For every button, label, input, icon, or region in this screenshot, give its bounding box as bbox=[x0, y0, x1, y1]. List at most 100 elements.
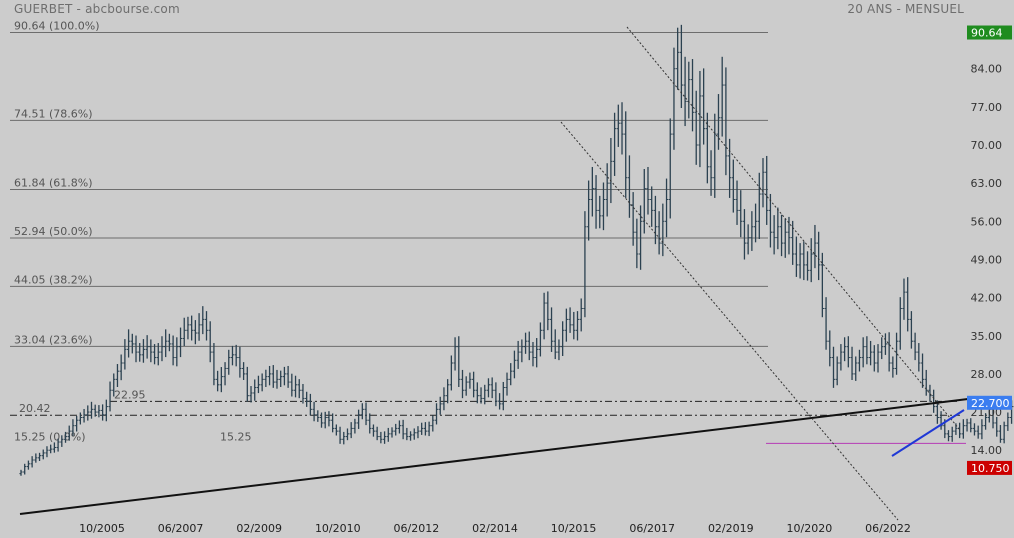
price-bar bbox=[368, 413, 372, 434]
price-bar bbox=[375, 426, 379, 441]
x-tick-label: 10/2015 bbox=[551, 522, 597, 535]
price-bar bbox=[331, 413, 335, 433]
price-bars bbox=[19, 24, 1014, 476]
price-bar bbox=[216, 370, 220, 392]
price-bar bbox=[705, 112, 709, 184]
price-bar bbox=[935, 400, 939, 424]
price-bar bbox=[323, 411, 327, 429]
channel-lower-line bbox=[560, 121, 899, 521]
price-bar bbox=[535, 338, 539, 368]
price-bar bbox=[642, 169, 646, 234]
price-bar bbox=[728, 138, 732, 198]
price-bar bbox=[182, 317, 186, 346]
fib-level-label: 74.51 (78.6%) bbox=[14, 107, 93, 120]
price-bar bbox=[835, 356, 839, 386]
price-bar bbox=[746, 224, 750, 255]
fib-level-label: 33.04 (23.6%) bbox=[14, 333, 93, 346]
chart-title: GUERBET - abcbourse.com bbox=[14, 2, 180, 16]
price-bar bbox=[776, 207, 780, 250]
price-bar bbox=[279, 370, 283, 388]
price-bar bbox=[779, 214, 784, 257]
price-bar bbox=[939, 411, 943, 430]
price-bar bbox=[394, 423, 398, 436]
price-bar bbox=[687, 61, 691, 119]
price-bar bbox=[702, 68, 706, 145]
price-bar bbox=[972, 423, 977, 436]
price-bar bbox=[152, 344, 157, 365]
support-low-label: 15.25 bbox=[220, 430, 252, 443]
price-bar bbox=[234, 344, 238, 367]
price-bar bbox=[475, 382, 479, 404]
x-tick-label: 06/2022 bbox=[865, 522, 911, 535]
price-bar bbox=[590, 166, 594, 217]
price-bar bbox=[523, 332, 528, 354]
price-bar bbox=[160, 336, 164, 362]
price-bar bbox=[286, 365, 290, 388]
price-bar bbox=[460, 369, 465, 399]
y-tick-label: 28.00 bbox=[971, 368, 1003, 381]
price-tag-box bbox=[967, 460, 1012, 475]
price-bar bbox=[271, 365, 275, 388]
price-bar bbox=[256, 375, 261, 394]
price-bar bbox=[624, 111, 628, 198]
price-tag-label: 10.750 bbox=[971, 462, 1010, 475]
price-bar bbox=[984, 413, 988, 430]
price-tag-label: 22.700 bbox=[971, 397, 1010, 410]
y-tick-label: 49.00 bbox=[971, 253, 1003, 266]
price-bar bbox=[156, 343, 160, 366]
fib-level-label: 61.84 (61.8%) bbox=[14, 176, 93, 189]
x-tick-label: 06/2012 bbox=[394, 522, 440, 535]
price-bar bbox=[683, 56, 687, 127]
price-bar bbox=[839, 344, 843, 371]
price-bar bbox=[253, 379, 257, 401]
x-axis: 10/2005 06/2007 02/2009 10/2010 06/2012 02/20… bbox=[79, 522, 911, 535]
price-bar bbox=[739, 190, 743, 238]
price-bar bbox=[557, 339, 561, 361]
price-bar bbox=[345, 428, 350, 441]
price-bar bbox=[768, 193, 773, 248]
price-bar bbox=[275, 369, 279, 389]
price-bar bbox=[63, 431, 68, 443]
price-bar bbox=[872, 345, 876, 372]
price-bar bbox=[364, 402, 368, 426]
price-bar bbox=[442, 387, 446, 411]
price-bar bbox=[468, 372, 472, 389]
fib-level-label: 44.05 (38.2%) bbox=[14, 273, 93, 286]
price-bar bbox=[731, 159, 735, 213]
price-bar bbox=[401, 419, 405, 440]
price-bar bbox=[750, 211, 754, 251]
price-bar bbox=[52, 442, 56, 453]
price-bar bbox=[802, 241, 806, 281]
price-bar bbox=[980, 419, 984, 440]
price-bar bbox=[613, 112, 617, 176]
support-label: 20.42 bbox=[19, 402, 51, 415]
x-tick-label: 10/2020 bbox=[787, 522, 833, 535]
price-bar bbox=[37, 452, 42, 461]
price-tag-label: 90.64 bbox=[971, 27, 1003, 40]
x-tick-label: 06/2017 bbox=[629, 522, 675, 535]
short-term-uptrend bbox=[891, 409, 965, 457]
price-bar bbox=[264, 369, 268, 388]
price-bar bbox=[190, 315, 194, 341]
price-bar bbox=[601, 182, 606, 231]
price-bar bbox=[505, 372, 509, 396]
price-bar bbox=[902, 278, 906, 320]
price-bar bbox=[720, 56, 724, 137]
price-bar bbox=[794, 236, 798, 277]
x-tick-label: 02/2019 bbox=[708, 522, 754, 535]
price-bar bbox=[164, 329, 168, 358]
price-bar bbox=[805, 251, 810, 281]
price-bar bbox=[575, 311, 580, 341]
fib-level-label: 52.94 (50.0%) bbox=[14, 225, 93, 238]
price-bar bbox=[193, 320, 197, 345]
price-bar bbox=[26, 460, 31, 470]
price-bar bbox=[857, 349, 862, 372]
price-bar bbox=[976, 425, 980, 439]
price-bar bbox=[397, 420, 402, 434]
price-bar bbox=[60, 435, 64, 447]
y-tick-label: 14.00 bbox=[971, 444, 1003, 457]
price-bar bbox=[531, 341, 535, 367]
price-bar bbox=[946, 430, 951, 442]
trend-lines bbox=[19, 26, 969, 521]
